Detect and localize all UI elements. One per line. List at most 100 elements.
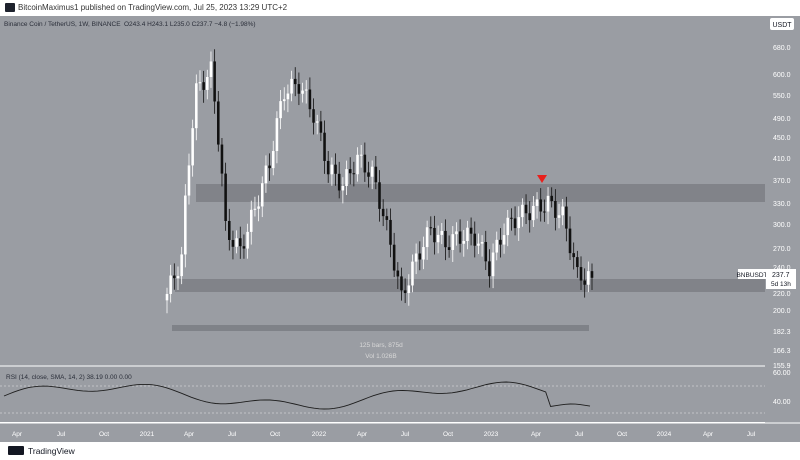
candle-body [550, 195, 553, 201]
candle-body [334, 164, 337, 174]
time-tick: 2023 [484, 431, 499, 438]
time-tick: 2021 [140, 431, 155, 438]
time-tick: 2024 [657, 431, 672, 438]
time-tick: Jul [575, 431, 584, 438]
price-tick: 450.0 [773, 135, 791, 142]
price-tick: 182.3 [773, 329, 791, 336]
time-tick: Apr [184, 431, 195, 438]
price-tick: 410.0 [773, 156, 791, 163]
candle-body [462, 241, 466, 244]
candle-body [513, 218, 517, 229]
candle-body [231, 239, 235, 247]
last-price-tag [766, 269, 796, 289]
candle-body [579, 267, 583, 281]
candle-body [403, 290, 407, 294]
time-axis-background [0, 423, 800, 442]
rsi-tick-60: 60.00 [773, 370, 791, 377]
candle-body [433, 227, 436, 243]
candle-body [235, 238, 238, 247]
footer-brand: TradingView [28, 446, 75, 456]
candle-body [206, 77, 209, 90]
candle-body [282, 99, 286, 102]
candle-body [407, 285, 411, 294]
candle-body [517, 217, 521, 229]
candle-body [352, 173, 356, 175]
candle-body [238, 238, 242, 247]
candle-body [217, 101, 220, 145]
currency-label: USDT [772, 22, 792, 29]
candle-body [491, 252, 495, 277]
candle-body [392, 244, 396, 271]
candle-body [378, 182, 381, 209]
symbol-tag [738, 269, 766, 279]
candle-body [532, 205, 535, 221]
price-tick: 220.0 [773, 291, 791, 298]
candle-body [440, 230, 444, 235]
measured-range-bar [172, 325, 589, 331]
candle-body [396, 270, 400, 277]
time-tick: 2022 [312, 431, 327, 438]
time-tick: Apr [703, 431, 714, 438]
candle-body [173, 275, 176, 279]
candle-body [370, 166, 374, 177]
candle-body [304, 89, 308, 91]
candle-body [253, 208, 257, 210]
price-axis-background [765, 16, 800, 442]
candle-body [345, 169, 348, 187]
candle-body [293, 78, 297, 85]
candle-body [180, 254, 183, 277]
candle-body [535, 199, 539, 206]
candle-body [286, 93, 290, 100]
candle-body [191, 128, 194, 166]
price-tick: 155.9 [773, 363, 791, 370]
candle-body [209, 61, 213, 78]
candle-body [455, 231, 458, 235]
resistance-zone [196, 184, 765, 202]
candle-body [587, 271, 590, 285]
candle-body [301, 90, 304, 94]
time-tick: Apr [357, 431, 368, 438]
candle-body [572, 253, 575, 258]
candle-body [576, 257, 579, 268]
price-tick: 300.0 [773, 222, 791, 229]
candle-body [330, 164, 334, 175]
candle-body [557, 215, 561, 218]
candle-body [367, 172, 370, 177]
time-tick: Jul [747, 431, 756, 438]
candle-body [528, 213, 531, 221]
price-chart[interactable]: Binance Coin / TetherUS, 1W, BINANCE O24… [0, 16, 800, 458]
down-arrow-marker [537, 175, 547, 183]
time-tick: Oct [443, 431, 453, 438]
candle-body [224, 173, 227, 221]
candle-body [326, 160, 330, 175]
currency-badge[interactable] [770, 18, 794, 30]
candle-body [554, 200, 557, 218]
candle-body [477, 243, 480, 246]
candle-body [356, 154, 359, 175]
time-tick: Oct [270, 431, 280, 438]
ohlc-values: O243.4 H243.1 L235.0 C237.7 −4.8 (−1.98%… [124, 21, 256, 28]
time-tick: Apr [531, 431, 542, 438]
price-tick: 600.0 [773, 72, 791, 79]
candle-body [228, 220, 231, 240]
candle-body [195, 83, 198, 129]
candle-body [187, 165, 191, 196]
candle-body [502, 235, 506, 245]
price-tick: 270.0 [773, 246, 791, 253]
candle-body [458, 231, 462, 244]
time-axis-ticks: Apr Jul Oct 2021 Apr Jul Oct 2022 Apr Ju… [12, 431, 756, 438]
footer: TradingView [0, 442, 800, 460]
time-tick: Jul [228, 431, 237, 438]
candle-body [429, 227, 433, 229]
candle-body [400, 276, 403, 291]
candle-body [290, 78, 293, 94]
time-tick: Apr [12, 431, 23, 438]
candle-body [422, 247, 425, 260]
candle-body [348, 169, 352, 174]
rsi-label: RSI (14, close, SMA, 14, 2) 38.19 0.00 0… [6, 374, 132, 381]
candle-body [315, 121, 319, 123]
symbol-label: Binance Coin / TetherUS, 1W, BINANCE [4, 21, 121, 28]
rsi-line [3, 381, 591, 410]
candle-body [169, 275, 172, 294]
time-tick: Jul [401, 431, 410, 438]
